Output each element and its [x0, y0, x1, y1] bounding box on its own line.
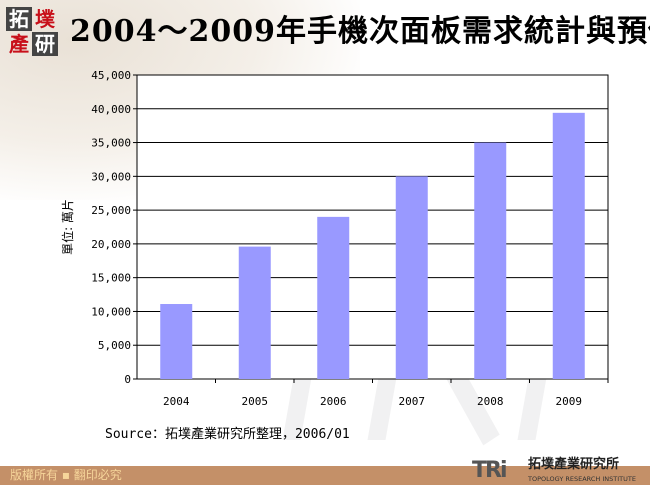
x-tick-label: 2007: [399, 395, 426, 408]
y-tick-label: 10,000: [91, 305, 131, 318]
org-name-cn: 拓墣產業研究所: [528, 457, 620, 472]
y-tick-label: 45,000: [91, 69, 131, 82]
logo-char: 產: [9, 32, 29, 56]
y-axis-label: 單位: 萬片: [60, 199, 75, 255]
bar: [238, 246, 271, 379]
plot-area: [136, 74, 609, 380]
bar: [474, 142, 507, 379]
bar: [317, 216, 350, 379]
chart-title: 2004～2009年手機次面板需求統計與預估: [70, 14, 650, 49]
y-tick-label: 25,000: [91, 204, 131, 217]
bar: [160, 304, 193, 379]
y-tick-label: 30,000: [91, 170, 131, 183]
y-tick-label: 40,000: [91, 103, 131, 116]
x-tick-label: 2006: [320, 395, 347, 408]
y-tick-label: 15,000: [91, 272, 131, 285]
y-tick-label: 35,000: [91, 137, 131, 150]
x-tick-label: 2005: [242, 395, 269, 408]
logo-char: 研: [32, 32, 58, 56]
source-note: Source：拓墣產業研究所整理，2006/01: [105, 427, 350, 442]
footer: 版權所有 ▪ 翻印必究: [0, 466, 650, 485]
x-tick-label: 2009: [556, 395, 583, 408]
y-tick-label: 20,000: [91, 238, 131, 251]
logo-char: 墣: [35, 7, 55, 31]
bar: [552, 112, 585, 379]
tri-logo: TRi: [472, 458, 507, 483]
org-name-en: TOPOLOGY RESEARCH INSTITUTE: [528, 475, 636, 483]
y-tick-label: 0: [124, 373, 131, 386]
copyright-text: 版權所有 ▪ 翻印必究: [10, 468, 122, 482]
x-tick-label: 2004: [163, 395, 190, 408]
y-tick-label: 5,000: [98, 339, 131, 352]
x-tick-label: 2008: [477, 395, 504, 408]
logo: 拓 墣 產 研: [6, 7, 60, 57]
logo-char: 拓: [6, 7, 32, 31]
bar: [395, 176, 428, 379]
